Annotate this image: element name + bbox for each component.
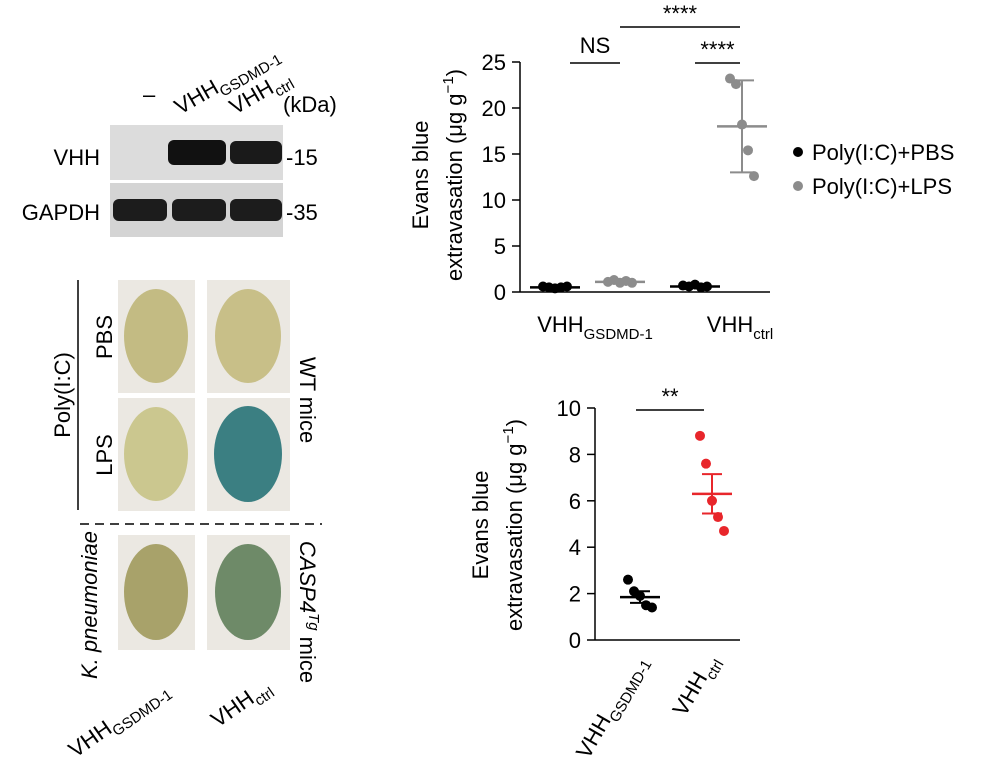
significance-label: **** — [700, 37, 735, 62]
blot-band — [230, 141, 282, 164]
y-tick-label: 0 — [494, 280, 506, 305]
brain — [124, 289, 188, 383]
infection-label: K. pneumoniae — [77, 531, 102, 679]
group-label: WT mice — [295, 357, 320, 443]
significance-label: **** — [663, 1, 698, 26]
row-label: GAPDH — [22, 200, 100, 225]
group-label-sup: Tg — [305, 613, 322, 631]
brain — [215, 289, 281, 383]
marker-label: -15 — [286, 145, 318, 170]
data-point — [719, 525, 729, 536]
column-label-main: VHH — [206, 685, 258, 732]
western-blot: – VHHGSDMD-1 VHHctrl (kDa) VHH GAPDH -15… — [22, 51, 337, 237]
y-label-end: ) — [442, 69, 467, 76]
x-tick-label-sub: GSDMD-1 — [606, 657, 655, 725]
x-tick-label-main: VHH — [707, 312, 753, 337]
y-label-sup: −1 — [500, 426, 517, 443]
condition-label: LPS — [92, 434, 117, 476]
x-tick-label: VHHGSDMD-1 — [571, 650, 656, 766]
data-point — [647, 602, 657, 613]
data-point — [701, 458, 711, 469]
y-tick-label: 15 — [482, 142, 506, 167]
x-tick-label-main: VHH — [537, 312, 583, 337]
lane-label-main: VHH — [170, 74, 223, 119]
row-label: VHH — [54, 145, 100, 170]
column-label-sub: GSDMD-1 — [109, 686, 175, 740]
significance-label: ** — [661, 384, 679, 409]
significance-label: NS — [580, 33, 611, 58]
y-tick-label: 5 — [494, 234, 506, 259]
x-tick-label-sub: ctrl — [753, 326, 773, 343]
column-label: VHHctrl — [206, 674, 278, 737]
lane-label: – — [143, 82, 156, 107]
legend-label: Poly(I:C)+PBS — [812, 140, 954, 165]
legend-marker — [793, 147, 803, 157]
blot-band — [172, 199, 226, 221]
data-point — [623, 574, 633, 585]
brain — [215, 544, 281, 640]
y-label-text: extravasation (μg g — [442, 93, 467, 281]
legend-marker — [793, 181, 803, 191]
y-label: extravasation (μg g−1) — [500, 419, 527, 631]
y-label-sup: −1 — [440, 76, 457, 93]
data-point — [743, 145, 753, 156]
y-tick-label: 10 — [482, 188, 506, 213]
x-tick-label: VHHctrl — [707, 312, 773, 343]
x-tick-label: VHHctrl — [667, 650, 727, 723]
treatment-label: Poly(I:C) — [50, 352, 75, 438]
data-point — [749, 171, 759, 182]
y-tick-label: 2 — [569, 582, 581, 607]
x-tick-label: VHHGSDMD-1 — [537, 312, 653, 343]
y-tick-label: 0 — [569, 628, 581, 653]
y-tick-label: 8 — [569, 442, 581, 467]
brain — [214, 406, 282, 502]
data-point — [731, 79, 741, 90]
group-label: CASP4Tg mice — [295, 541, 322, 683]
dot-chart: 0 5 10 15 20 25 Evans blue extravasation (μg g−… — [408, 1, 954, 343]
y-tick-label: 20 — [482, 96, 506, 121]
blot-band — [168, 140, 226, 165]
brain — [124, 544, 188, 640]
y-tick-label: 6 — [569, 489, 581, 514]
column-label: VHHGSDMD-1 — [64, 676, 176, 767]
brain-images — [118, 280, 290, 650]
y-label-text: extravasation (μg g — [502, 443, 527, 631]
x-tick-label-sub: GSDMD-1 — [584, 326, 653, 343]
blot-band — [230, 199, 282, 221]
brain-panel: Poly(I:C) PBS LPS K. pneumoniae WT mice … — [50, 280, 322, 767]
y-label-end: ) — [502, 419, 527, 426]
column-label-main: VHH — [64, 715, 116, 762]
group-label-end: mice — [295, 631, 320, 684]
dot-chart: 0 2 4 6 8 10 Evans blue extravasation (μg g−1) V… — [468, 384, 740, 766]
y-label: Evans blue — [468, 471, 493, 580]
legend-label: Poly(I:C)+LPS — [812, 174, 952, 199]
marker-label: -35 — [286, 200, 318, 225]
group-label-main: CASP4 — [295, 541, 320, 613]
brain — [124, 407, 188, 501]
condition-label: PBS — [92, 315, 117, 359]
blot-band — [113, 199, 167, 221]
data-point — [695, 430, 705, 441]
y-tick-label: 25 — [482, 50, 506, 75]
y-tick-label: 4 — [569, 535, 581, 560]
y-tick-label: 10 — [557, 396, 581, 421]
y-label: Evans blue — [408, 121, 433, 230]
y-label: extravasation (μg g−1) — [440, 69, 467, 281]
unit-label: (kDa) — [283, 92, 337, 117]
